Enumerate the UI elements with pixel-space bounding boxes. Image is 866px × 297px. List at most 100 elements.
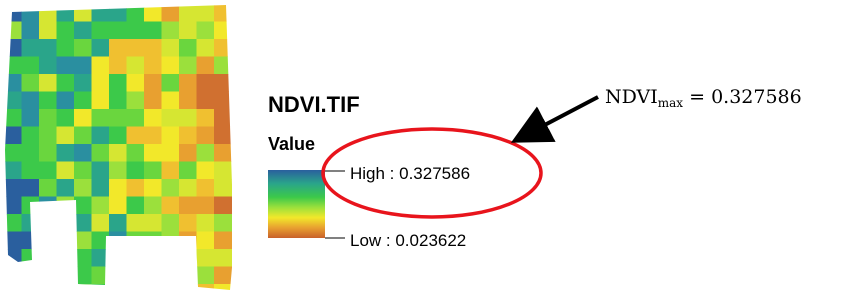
raster-cell	[4, 127, 22, 145]
raster-cell	[57, 284, 75, 297]
raster-cell	[39, 144, 57, 162]
raster-cell	[22, 284, 40, 297]
raster-cell	[144, 127, 162, 145]
raster-cell	[39, 249, 57, 267]
raster-cell	[22, 74, 40, 92]
raster-cell	[162, 57, 180, 75]
raster-cell	[162, 162, 180, 180]
raster-cell	[127, 74, 145, 92]
raster-cell	[74, 22, 92, 40]
raster-cell	[197, 284, 215, 297]
raster-cell	[144, 214, 162, 232]
legend-field: Value	[268, 134, 315, 154]
raster-cell	[109, 197, 127, 215]
raster-cell	[144, 92, 162, 110]
raster-cell	[92, 144, 110, 162]
raster-cell	[162, 232, 180, 250]
raster-cell	[144, 4, 162, 22]
raster-cell	[197, 197, 215, 215]
raster-cell	[127, 197, 145, 215]
raster-cell	[162, 214, 180, 232]
raster-cell	[109, 4, 127, 22]
raster-cell	[197, 4, 215, 22]
raster-cell	[197, 249, 215, 267]
legend-low: Low : 0.023622	[350, 231, 466, 250]
raster-cell	[109, 267, 127, 285]
raster-cell	[92, 197, 110, 215]
raster-cell	[162, 249, 180, 267]
ndvi-raster	[4, 4, 232, 297]
raster-cell	[179, 22, 197, 40]
raster-cell	[214, 232, 232, 250]
raster-cell	[4, 4, 22, 22]
raster-cell	[144, 197, 162, 215]
legend-ramp	[268, 170, 325, 238]
raster-cell	[57, 127, 75, 145]
raster-cell	[39, 92, 57, 110]
raster-cell	[179, 127, 197, 145]
raster-cell	[144, 249, 162, 267]
raster-cell	[39, 162, 57, 180]
raster-cell	[92, 162, 110, 180]
raster-cell	[214, 39, 232, 57]
raster-cell	[162, 39, 180, 57]
raster-cell	[92, 109, 110, 127]
raster-cell	[57, 179, 75, 197]
raster-cell	[162, 284, 180, 297]
raster-cell	[4, 214, 22, 232]
raster-cell	[109, 109, 127, 127]
raster-cell	[162, 197, 180, 215]
raster-cell	[92, 57, 110, 75]
raster-cell	[197, 57, 215, 75]
raster-cell	[57, 4, 75, 22]
raster-cell	[162, 179, 180, 197]
raster-cell	[162, 4, 180, 22]
raster-cell	[4, 267, 22, 285]
raster-cell	[144, 284, 162, 297]
raster-cell	[92, 39, 110, 57]
raster-cell	[127, 232, 145, 250]
raster-cell	[179, 284, 197, 297]
legend-title: NDVI.TIF	[268, 92, 360, 117]
raster-cell	[74, 232, 92, 250]
raster-cell	[109, 232, 127, 250]
raster-cell	[109, 22, 127, 40]
raster-cell	[22, 127, 40, 145]
raster-cell	[39, 232, 57, 250]
raster-cell	[179, 109, 197, 127]
raster-cell	[197, 92, 215, 110]
raster-cell	[39, 284, 57, 297]
raster-cell	[39, 109, 57, 127]
raster-cell	[22, 179, 40, 197]
raster-cell	[57, 249, 75, 267]
raster-cell	[197, 127, 215, 145]
raster-cell	[214, 57, 232, 75]
figure: NDVI.TIF Value High : 0.327586 Low : 0.0…	[0, 0, 866, 297]
raster-cell	[39, 179, 57, 197]
raster-cell	[4, 22, 22, 40]
raster-cell	[39, 267, 57, 285]
raster-cell	[109, 144, 127, 162]
raster-cell	[57, 39, 75, 57]
raster-cell	[127, 179, 145, 197]
raster-cell	[22, 232, 40, 250]
raster-cell	[109, 39, 127, 57]
raster-cell	[179, 249, 197, 267]
raster-cell	[57, 22, 75, 40]
raster-cell	[22, 162, 40, 180]
raster-cell	[162, 144, 180, 162]
raster-cell	[179, 267, 197, 285]
raster-cell	[92, 214, 110, 232]
raster-cell	[74, 267, 92, 285]
raster-cell	[74, 144, 92, 162]
raster-cell	[74, 109, 92, 127]
raster-cell	[92, 284, 110, 297]
raster-cell	[74, 179, 92, 197]
raster-cell	[179, 39, 197, 57]
raster-cell	[22, 92, 40, 110]
raster-cell	[74, 92, 92, 110]
raster-cell	[197, 179, 215, 197]
raster-cell	[22, 22, 40, 40]
raster-cell	[144, 267, 162, 285]
annotation-base: NDVI	[605, 86, 658, 108]
